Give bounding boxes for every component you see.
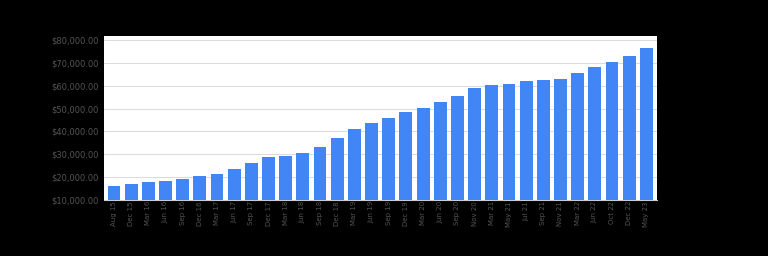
Bar [605,62,618,222]
Bar [124,184,137,222]
Bar [176,179,189,222]
Bar [210,174,223,222]
Bar [434,102,447,222]
Bar [502,84,515,222]
Bar [245,163,258,222]
Bar [108,186,121,222]
Bar [331,138,343,222]
Bar [640,48,653,222]
Bar [537,80,550,222]
Bar [159,181,172,222]
Bar [365,123,378,222]
Text: MillionDollarJourney Dividend Income: MillionDollarJourney Dividend Income [104,21,338,31]
Bar [588,67,601,222]
Bar [194,176,207,222]
Bar [142,182,155,222]
Bar [520,81,532,222]
Bar [417,108,429,222]
Bar [296,153,310,222]
Bar [313,147,326,222]
Bar [554,79,567,222]
Bar [348,129,361,222]
Bar [228,169,240,222]
Bar [571,73,584,222]
Bar [468,88,481,222]
Bar [382,118,396,222]
Bar [262,157,275,222]
Bar [623,56,636,222]
Bar [399,112,412,222]
Bar [451,96,464,222]
Bar [485,85,498,222]
Bar [280,156,292,222]
